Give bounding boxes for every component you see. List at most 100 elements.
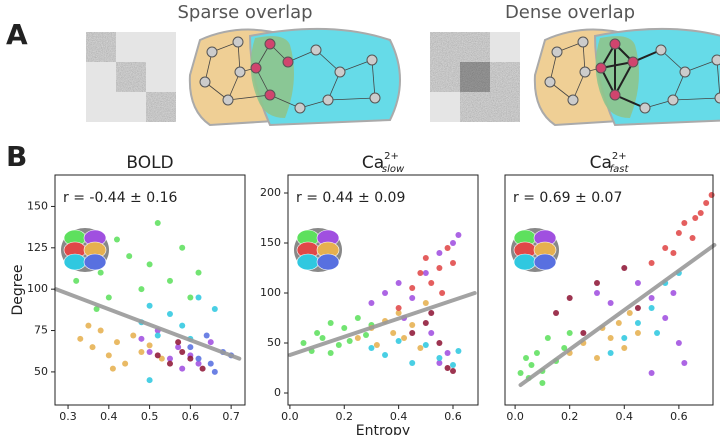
y-tick-label: 50	[34, 365, 48, 378]
scatter-point	[444, 245, 451, 251]
scatter-point	[697, 210, 704, 216]
scatter-point	[648, 260, 655, 266]
scatter-point	[422, 342, 429, 348]
scatter-point	[105, 294, 112, 301]
x-tick-label: 0.2	[561, 410, 579, 423]
scatter-point	[314, 330, 321, 336]
scatter-point	[327, 320, 334, 326]
scatter-point	[528, 362, 535, 368]
scatter-point	[211, 368, 218, 375]
scatter-point	[368, 345, 375, 351]
scatter-point	[648, 370, 655, 376]
brain-region	[83, 253, 107, 271]
scatter-point	[634, 330, 641, 336]
scatter-point	[195, 360, 202, 367]
scatter-point	[561, 345, 568, 351]
scatter-point	[409, 360, 416, 366]
network-dense	[533, 27, 720, 127]
scatter-point	[621, 265, 628, 271]
scatter-point	[417, 345, 424, 351]
brain-region	[513, 253, 537, 271]
x-tick-label: 0.6	[670, 410, 688, 423]
scatter-point	[138, 335, 145, 342]
scatter-point	[580, 330, 587, 336]
scatter-point	[113, 339, 120, 346]
scatter-point	[449, 368, 456, 374]
scatter-point	[634, 320, 641, 326]
scatter-point	[593, 290, 600, 296]
scatter-point	[439, 290, 446, 296]
scatter-point	[593, 355, 600, 361]
scatter-point	[634, 305, 641, 311]
scatter-point	[126, 253, 133, 260]
scatter-point	[154, 219, 161, 226]
chart-title: BOLD	[126, 153, 173, 173]
y-tick-label: 150	[27, 199, 48, 212]
scatter-point	[422, 270, 429, 276]
y-tick-label: 0	[274, 386, 281, 399]
scatter-point	[634, 280, 641, 286]
panel-label: B	[6, 140, 27, 173]
scatter-point	[436, 250, 443, 256]
scatter-point	[615, 320, 622, 326]
scatter-point	[138, 349, 145, 356]
scatter-point	[670, 250, 677, 256]
scatter-point	[146, 302, 153, 309]
x-tick-label: 0.0	[281, 410, 299, 423]
network-sparse	[188, 27, 401, 127]
scatter-point	[146, 377, 153, 384]
scatter-point	[566, 330, 573, 336]
scatter-point	[409, 285, 416, 291]
scatter-point	[179, 349, 186, 356]
chart-title: Ca2+ slow	[362, 151, 405, 175]
chart-title: Ca2+ fast	[590, 151, 630, 175]
x-tick-label: 0.4	[390, 410, 408, 423]
brain-region	[533, 253, 557, 271]
chart-title-text: Ca	[362, 153, 384, 173]
scatter-point	[97, 327, 104, 334]
scatter-point	[85, 322, 92, 329]
scatter-point	[692, 215, 699, 221]
scatter-point	[327, 350, 334, 356]
scatter-point	[395, 280, 402, 286]
x-tick-label: 0.0	[506, 410, 524, 423]
scatter-point	[544, 335, 551, 341]
y-axis-label: Degree	[10, 265, 26, 316]
scatter-point	[97, 269, 104, 276]
scatter-point	[187, 294, 194, 301]
scatter-point	[335, 342, 342, 348]
scatter-point	[689, 235, 696, 241]
scatter-point	[195, 355, 202, 362]
scatter-point	[146, 342, 153, 349]
scatter-point	[539, 380, 546, 386]
scatter-point	[436, 340, 443, 346]
scatter-point	[105, 352, 112, 359]
scatter-point	[593, 280, 600, 286]
x-tick-label: 0.4	[616, 410, 634, 423]
scatter-point	[607, 300, 614, 306]
chart-title-sub: slow	[382, 164, 405, 175]
x-tick-label: 0.5	[141, 410, 159, 423]
scatter-point	[179, 365, 186, 372]
scatter-point	[368, 300, 375, 306]
scatter-point	[626, 310, 633, 316]
scatter-point	[195, 269, 202, 276]
y-tick-label: 50	[267, 336, 281, 349]
scatter-point	[179, 322, 186, 329]
scatter-point	[517, 370, 524, 376]
scatter-point	[523, 355, 530, 361]
scatter-point	[203, 332, 210, 339]
scatter-point	[154, 352, 161, 359]
scatter-point	[175, 344, 182, 351]
matrix-dense	[430, 32, 520, 122]
scatter-point	[395, 338, 402, 344]
scatter-point	[175, 339, 182, 346]
scatter-point	[179, 244, 186, 251]
scatter-point	[449, 240, 456, 246]
scatter-point	[207, 360, 214, 367]
x-tick-label: 0.6	[444, 410, 462, 423]
plot-frame	[504, 174, 714, 406]
brain-region	[296, 253, 320, 271]
scatter-point	[122, 360, 129, 367]
